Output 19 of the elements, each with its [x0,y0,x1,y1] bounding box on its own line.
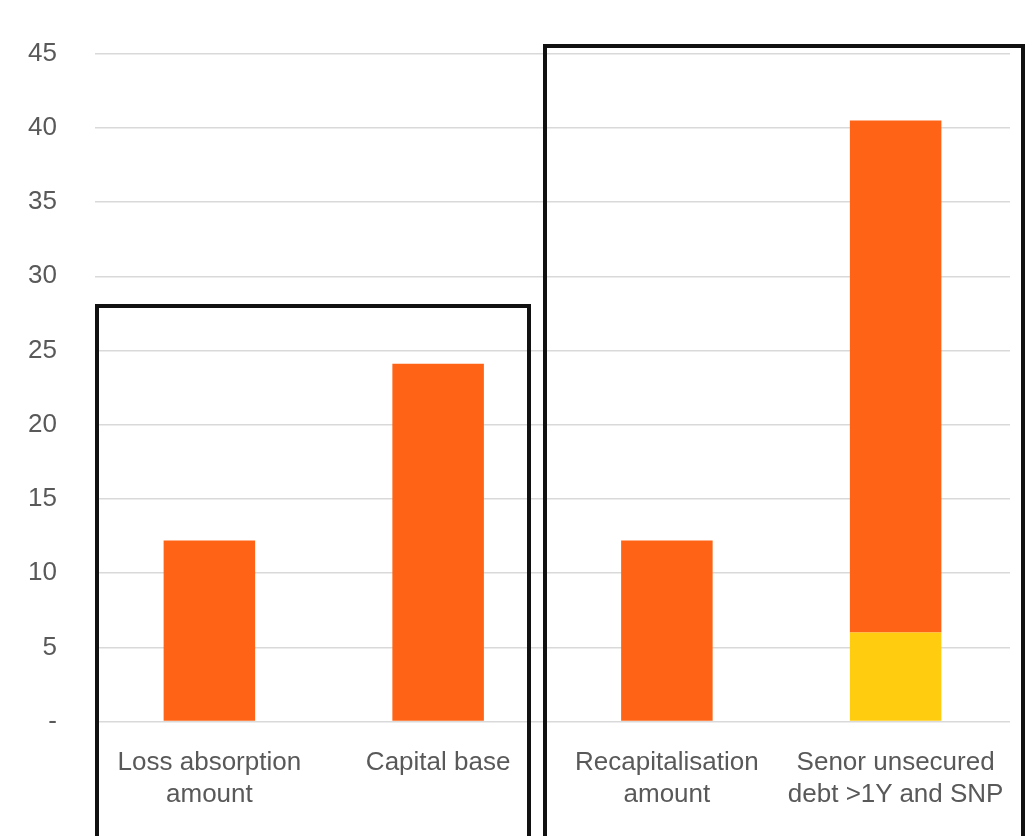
bar [163,540,256,721]
y-tick-label: 45 [28,36,57,67]
y-tick-label: 35 [28,185,57,216]
bar [621,540,713,721]
bar [849,632,942,721]
x-tick-label: Recapitalisation amount [575,746,759,808]
y-tick-label: 10 [28,556,57,587]
y-tick-label: - [48,704,57,735]
x-tick-label: Loss absorption amount [117,746,302,808]
y-tick-label: 40 [28,110,57,141]
y-tick-label: 5 [42,630,57,661]
x-tick-label: Senor unsecured debt >1Y and SNP [787,746,1004,808]
x-tick-label: Capital base [365,746,511,777]
y-tick-label: 30 [28,259,57,290]
y-tick-label: 25 [28,333,57,364]
y-tick-label: 15 [28,482,57,513]
bar [392,363,484,721]
y-tick-label: 20 [28,407,57,438]
bar [849,120,942,633]
